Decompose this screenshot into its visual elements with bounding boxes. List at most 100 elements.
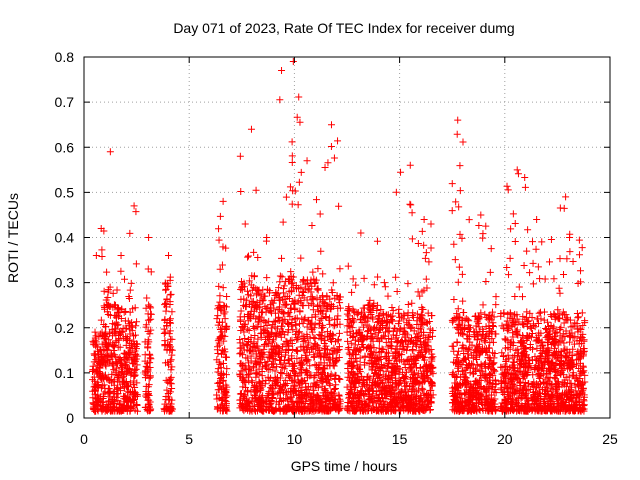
data-point [492,301,500,309]
data-point [103,405,111,413]
data-point [250,406,258,414]
y-tick-label: 0.1 [55,365,75,381]
data-point [245,327,253,335]
data-point [330,322,338,330]
data-point [403,368,411,376]
data-point [266,332,274,340]
data-point [238,283,246,291]
data-point [256,347,264,355]
data-point [275,284,283,292]
data-point [223,322,231,330]
data-point [142,362,150,370]
data-point [261,327,269,335]
data-point [222,405,230,413]
data-point [536,308,544,316]
data-point [271,356,279,364]
data-point [263,234,271,241]
data-point [245,336,253,344]
data-point [130,332,138,340]
data-point [222,244,230,252]
data-point [327,143,335,151]
data-point [89,366,97,374]
data-point [146,359,154,367]
data-point [330,154,338,162]
data-point [127,388,135,396]
data-point [141,351,149,359]
data-point [253,396,261,404]
data-point [356,354,364,362]
data-point [117,314,125,322]
data-point [114,343,122,351]
data-point [130,202,138,210]
data-point [254,395,262,403]
data-point [219,400,227,408]
data-point [250,325,258,333]
data-point [104,288,112,296]
data-point [163,386,171,394]
data-point [276,96,284,104]
x-tick-label: 20 [497,431,513,447]
data-point [509,210,517,218]
data-point [541,275,549,283]
data-point [578,244,586,252]
data-point [276,272,284,280]
data-point [246,310,254,318]
data-point [408,209,416,217]
data-point [482,278,490,286]
data-point [264,357,272,365]
data-point [102,296,110,304]
data-point [265,289,273,297]
data-point [166,346,174,354]
data-point [511,220,519,228]
data-point [566,230,574,238]
data-point [406,161,414,169]
data-point [271,350,279,358]
data-point [218,396,226,404]
data-point [166,379,174,387]
data-point [216,407,224,415]
data-point [131,371,139,379]
data-point [498,349,506,357]
y-tick-label: 0 [66,410,74,426]
data-point [161,315,169,323]
data-point [335,202,343,210]
data-point [237,360,245,368]
data-point [336,265,344,273]
data-point [124,336,132,344]
data-point [459,138,467,146]
data-point [126,286,134,294]
data-point [123,382,131,390]
data-point [505,271,513,279]
data-point [278,66,286,74]
data-point [366,343,374,351]
data-point [214,312,222,320]
data-point [538,238,546,246]
data-point [334,312,342,320]
data-point [348,288,356,296]
data-point [241,322,249,330]
data-point [143,294,151,302]
data-point [409,347,417,355]
y-tick-label: 0.3 [55,275,75,291]
data-point [374,273,382,281]
data-point [236,152,244,160]
data-point [133,361,141,369]
data-point [295,329,303,337]
data-point [459,297,467,305]
data-point [216,382,224,390]
y-tick-label: 0.7 [55,94,75,110]
y-tick-label: 0.4 [55,230,75,246]
data-point [257,380,265,388]
data-point [256,304,264,312]
data-point [282,193,290,201]
data-point [104,342,112,350]
data-point [573,309,581,317]
data-point [327,121,335,129]
data-point [259,325,267,333]
data-point [108,370,116,378]
data-point [113,321,121,329]
data-point [506,254,514,262]
data-point [240,346,248,354]
data-point [161,279,169,287]
data-point [95,368,103,376]
